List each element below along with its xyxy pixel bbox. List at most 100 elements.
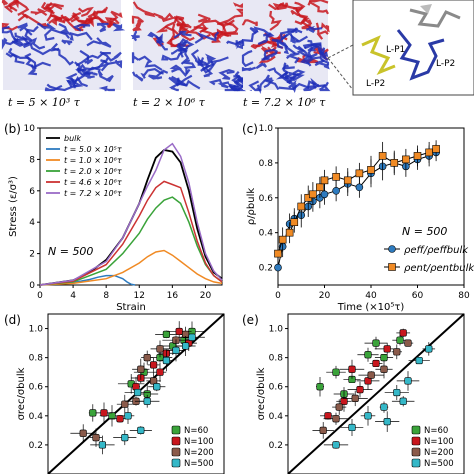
y-axis-label: Stress (ε/σ³) bbox=[8, 176, 19, 237]
data-point bbox=[390, 159, 399, 167]
polymer-chain-bottom bbox=[241, 30, 259, 46]
legend-marker bbox=[388, 263, 396, 271]
data-point bbox=[364, 351, 372, 359]
polymer-chain-bottom bbox=[96, 57, 110, 72]
y-tick-label: 4 bbox=[29, 218, 35, 228]
data-point bbox=[355, 169, 364, 178]
polymer-chain-bottom bbox=[112, 23, 126, 32]
series-line-2 bbox=[39, 249, 223, 286]
legend-entry: N=500 bbox=[424, 459, 454, 469]
y-tick-label: 0.6 bbox=[259, 194, 274, 204]
polymer-chain-bottom bbox=[201, 61, 218, 74]
series-line-5 bbox=[39, 142, 223, 286]
polymer-chain-top bbox=[45, 1, 63, 21]
panel-label-c: (c) bbox=[242, 122, 258, 136]
data-point bbox=[393, 348, 401, 356]
data-point bbox=[108, 412, 116, 420]
legend-entry: bulk bbox=[64, 134, 81, 143]
polymer-chain-bottom bbox=[306, 56, 330, 67]
polymer-chain-bottom bbox=[248, 80, 262, 92]
data-point bbox=[137, 365, 145, 373]
legend-entry: ρeff/ρeffbulk bbox=[404, 245, 469, 256]
polymer-chain-bottom bbox=[181, 59, 197, 74]
data-point bbox=[274, 249, 282, 258]
polymer-chain-bottom bbox=[208, 78, 230, 89]
y-tick-label: 10 bbox=[24, 124, 36, 134]
data-point bbox=[396, 336, 404, 344]
legend-entry: t = 4.6 × 10⁶τ bbox=[64, 178, 122, 187]
polymer-chain-bottom bbox=[204, 53, 229, 64]
series-line-3 bbox=[39, 196, 223, 286]
legend-marker bbox=[171, 425, 181, 435]
polymer-chain-bottom bbox=[279, 62, 293, 85]
polymer-chain-bottom bbox=[297, 45, 318, 63]
diagonal-line bbox=[287, 313, 465, 474]
polymer-chain-bottom bbox=[132, 71, 144, 82]
data-point bbox=[162, 356, 171, 365]
x-tick-label: 0 bbox=[37, 291, 43, 301]
data-point bbox=[367, 166, 375, 174]
x-tick-label: 8 bbox=[103, 291, 109, 301]
data-point bbox=[335, 403, 343, 411]
x-tick-label: 0 bbox=[275, 291, 281, 301]
polymer-chain-bottom bbox=[76, 67, 91, 76]
data-point bbox=[100, 409, 108, 417]
y-tick-label: 0.8 bbox=[259, 159, 274, 169]
chain-l-p1 bbox=[361, 35, 396, 75]
polymer-chain-bottom bbox=[181, 79, 201, 90]
polymer-chain-bottom bbox=[255, 62, 268, 70]
charts-canvas: 0 4 8 12 16 20 0 2 4 6 8 10 Strain Stress (ε/σ³) bulk t… bbox=[8, 124, 474, 474]
data-point bbox=[320, 190, 329, 199]
data-point bbox=[332, 173, 340, 181]
snapshot-caption-2: t = 2 × 10⁶ τ bbox=[133, 96, 205, 109]
data-point bbox=[399, 329, 407, 337]
polymer-chain-top bbox=[71, 11, 105, 25]
polymer-chain-bottom bbox=[266, 67, 289, 80]
polymer-chain-top bbox=[281, 1, 306, 14]
polymer-chain-bottom bbox=[235, 40, 244, 50]
y-tick-label: 0.6 bbox=[269, 383, 284, 393]
x-tick-label: 80 bbox=[458, 291, 470, 301]
polymer-chain-top bbox=[152, 12, 175, 23]
data-point bbox=[340, 397, 348, 405]
polymer-chain-top bbox=[241, 19, 258, 27]
polymer-chain-top bbox=[131, 15, 145, 24]
polymer-chain-bottom bbox=[72, 23, 91, 32]
data-point bbox=[404, 339, 412, 347]
data-point bbox=[348, 365, 356, 373]
data-point bbox=[332, 368, 340, 376]
plot-frame bbox=[39, 127, 223, 286]
data-point bbox=[98, 441, 106, 449]
data-point bbox=[380, 354, 388, 362]
polymer-chain-bottom bbox=[1, 37, 19, 50]
data-point bbox=[89, 409, 97, 417]
data-point bbox=[172, 346, 180, 354]
panel-d-sigma-rec: 0.2 0.4 0.6 0.8 1.0 σrec/σbulk N=60N=100N=200N… bbox=[16, 313, 225, 474]
data-point bbox=[278, 235, 287, 244]
polymer-chain-bottom bbox=[1, 25, 19, 43]
inset-label-lp2b: L-P2 bbox=[366, 79, 385, 89]
data-point bbox=[425, 345, 433, 353]
legend-entry: t = 2.0 × 10⁶τ bbox=[64, 167, 122, 176]
polymer-chain-top bbox=[155, 15, 185, 33]
legend-entry: N=100 bbox=[424, 437, 454, 447]
x-tick-label: 20 bbox=[200, 291, 212, 301]
data-point bbox=[402, 155, 410, 164]
polymer-chain-bottom bbox=[99, 51, 122, 62]
data-point bbox=[378, 152, 387, 160]
x-tick-label: 4 bbox=[70, 291, 76, 301]
y-tick-label: 0.4 bbox=[269, 412, 284, 422]
series-line-4 bbox=[39, 180, 223, 286]
y-tick-label: 1.0 bbox=[29, 325, 44, 335]
polymer-chain-bottom bbox=[230, 78, 242, 92]
polymer-chain-bottom bbox=[173, 30, 192, 39]
polymer-chain-top bbox=[216, 19, 235, 31]
data-point bbox=[432, 145, 440, 153]
data-point bbox=[143, 354, 151, 362]
y-tick-label: 8 bbox=[29, 155, 35, 165]
polymer-chain-bottom bbox=[161, 49, 187, 61]
x-axis-label: Time (×10⁵τ) bbox=[337, 302, 405, 313]
polymer-chain-top bbox=[40, 1, 63, 15]
data-point bbox=[150, 361, 158, 369]
data-point bbox=[162, 330, 171, 338]
